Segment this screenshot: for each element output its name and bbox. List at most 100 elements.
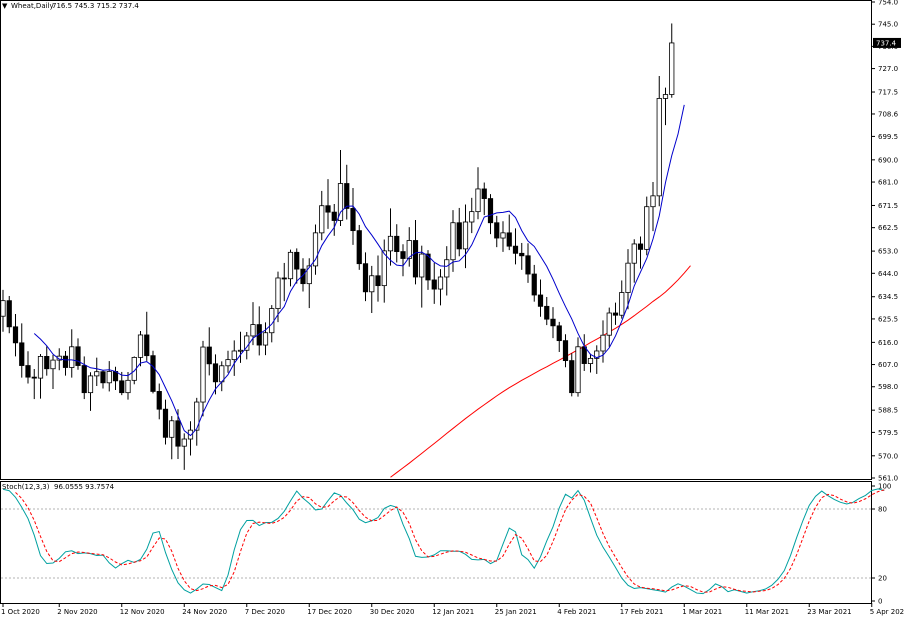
candle <box>62 350 69 376</box>
candle-body-down <box>637 243 644 250</box>
candle-body-down <box>375 275 381 287</box>
candle <box>369 265 375 314</box>
candle <box>200 340 206 417</box>
candle <box>537 279 544 317</box>
candle <box>94 357 100 387</box>
candle-body-up <box>406 240 412 259</box>
candle <box>281 262 287 302</box>
candle-body-down <box>350 208 356 232</box>
price-tick-label: 625.5 <box>878 315 898 323</box>
candle <box>456 207 462 257</box>
candle-body-down <box>531 273 537 296</box>
candle-body-down <box>156 391 162 410</box>
date-tick-label: 12 Jan 2021 <box>432 608 474 616</box>
candle-body-up <box>0 300 6 317</box>
candle <box>406 227 412 267</box>
candle <box>212 354 219 395</box>
candle-body-up <box>469 211 475 223</box>
candle-body-down <box>431 279 437 290</box>
stoch-main-line <box>2 488 885 595</box>
candle <box>650 182 656 232</box>
candle-body-down <box>144 334 150 357</box>
stoch-levels <box>1 508 871 579</box>
candle-body-down <box>412 240 419 278</box>
candle-body-up <box>94 371 100 377</box>
candle <box>44 346 50 376</box>
candle <box>412 220 419 285</box>
candle <box>237 331 244 363</box>
candle-body-up <box>312 232 319 267</box>
candle-body-down <box>331 211 337 221</box>
candle <box>187 421 194 456</box>
candle-body-down <box>150 355 156 392</box>
candle-body-up <box>444 259 450 278</box>
date-tick-label: 24 Nov 2020 <box>182 608 227 616</box>
dropdown-arrow-icon[interactable]: ▼ <box>2 2 8 10</box>
candle-body-up <box>37 356 44 379</box>
candle <box>175 409 181 460</box>
stoch-lines <box>2 488 885 595</box>
candle-body-up <box>187 429 194 440</box>
candle <box>325 179 331 229</box>
candle <box>19 323 25 378</box>
candle-body-up <box>419 253 425 278</box>
candle-body-down <box>569 360 575 394</box>
candle <box>556 321 562 352</box>
candle <box>481 182 487 216</box>
candle <box>394 224 400 263</box>
candle-body-down <box>294 251 300 270</box>
candle <box>37 353 44 399</box>
candle-body-up <box>244 335 250 351</box>
candle-body-up <box>600 334 606 352</box>
ohlc-values: 716.5 745.3 715.2 737.4 <box>52 2 139 10</box>
price-tick-label: 754.0 <box>878 0 898 7</box>
candle <box>494 215 500 248</box>
date-tick-label: 2 Nov 2020 <box>57 608 97 616</box>
date-tick-label: 17 Dec 2020 <box>307 608 352 616</box>
candle <box>462 204 469 269</box>
candle-body-up <box>369 275 375 293</box>
stoch-tick-label: 0 <box>878 598 882 606</box>
date-tick-label: 1 Mar 2021 <box>682 608 722 616</box>
candle <box>100 370 106 389</box>
date-tick-label: 1 Oct 2020 <box>1 608 40 616</box>
price-tick-label: 690.0 <box>878 156 898 164</box>
candle-body-down <box>481 188 487 199</box>
candle-body-up <box>644 206 650 250</box>
candle-body-down <box>494 222 500 239</box>
stoch-tick-label: 80 <box>878 506 887 514</box>
candle-body-up <box>437 276 444 290</box>
candle <box>400 244 406 277</box>
candle-body-down <box>519 252 525 257</box>
price-tick-label: 598.0 <box>878 383 898 391</box>
date-tick-label: 7 Dec 2020 <box>245 608 285 616</box>
candle-body-down <box>581 346 587 364</box>
candle <box>631 239 637 283</box>
ma-red-layer <box>390 265 691 478</box>
candle-body-down <box>512 245 519 254</box>
candle <box>162 399 169 445</box>
candle <box>137 331 144 367</box>
candle <box>12 313 19 357</box>
stoch-panel-frame <box>0 481 872 604</box>
candle <box>487 194 494 235</box>
candle <box>431 262 437 304</box>
candle <box>225 350 231 373</box>
ma-red-line <box>390 265 691 478</box>
candle-body-up <box>450 222 456 261</box>
candle-body-down <box>81 365 87 394</box>
candle <box>562 334 569 368</box>
candle-body-down <box>62 355 69 368</box>
candle-body-up <box>656 98 662 197</box>
candle <box>81 356 87 400</box>
candle-body-up <box>319 205 325 234</box>
candle <box>444 246 450 296</box>
candle-body-down <box>456 222 462 250</box>
candle-body-down <box>344 183 350 209</box>
candle <box>425 250 431 290</box>
candle <box>656 75 662 207</box>
candle-body-down <box>44 356 50 370</box>
candle-body-down <box>12 326 19 344</box>
candle <box>469 197 475 234</box>
candle <box>287 249 294 287</box>
